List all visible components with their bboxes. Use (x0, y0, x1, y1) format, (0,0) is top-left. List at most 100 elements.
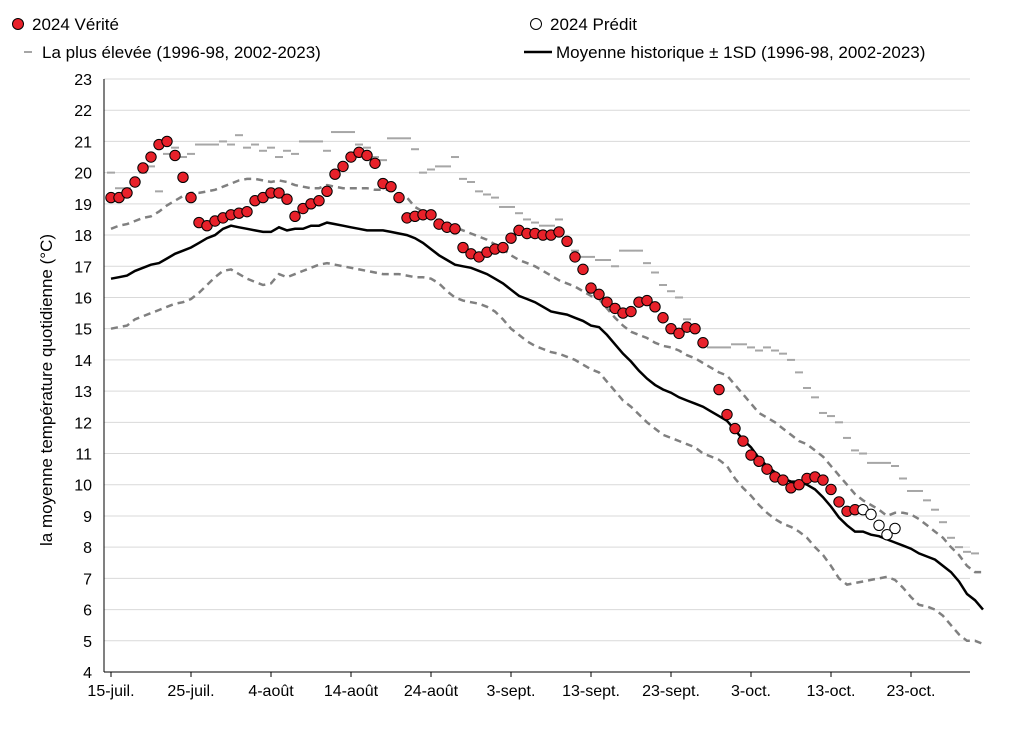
legend-label: 2024 Prédit (550, 15, 637, 34)
x-tick-label: 23-oct. (887, 683, 936, 700)
x-tick-label: 4-août (248, 683, 294, 700)
actual-2024-point (721, 408, 733, 421)
y-tick-label: 21 (74, 134, 92, 151)
x-tick-label: 25-juil. (167, 683, 214, 700)
actual-2024-point (577, 263, 589, 276)
actual-2024-point (329, 168, 341, 180)
legend-predicted-marker (530, 18, 542, 30)
historical-mean-line (110, 221, 984, 611)
actual-2024-point (625, 305, 637, 318)
actual-2024-point (177, 171, 189, 184)
actual-2024-point (289, 210, 301, 223)
actual-2024-point (601, 296, 613, 308)
y-axis-label: la moyenne température quotidienne (°C) (37, 234, 56, 546)
y-tick-label: 11 (75, 447, 92, 464)
actual-2024-point (697, 337, 709, 349)
grid-lines (104, 78, 970, 642)
x-tick-labels: 15-juil. 25-juil. 4-août 14-août 24-août 3-se… (87, 683, 935, 700)
x-tick-label: 13-sept. (562, 683, 620, 700)
actual-2024-point (385, 180, 397, 193)
minus-1sd-line (110, 261, 984, 646)
actual-2024-point (505, 232, 517, 244)
x-tick-label: 15-juil. (87, 683, 134, 700)
legend-actual-marker (12, 18, 24, 30)
y-tick-labels: 4 5 6 7 8 9 10 11 12 13 14 15 16 17 18 19 20 21 22 23 (74, 72, 92, 682)
actual-2024-point (313, 195, 325, 207)
predicted-2024-point (881, 528, 893, 541)
actual-2024-point (657, 312, 669, 324)
actual-2024-point (817, 474, 829, 486)
y-tick-label: 12 (74, 415, 92, 432)
y-tick-label: 17 (74, 259, 92, 276)
actual-2024-point (129, 176, 141, 188)
y-tick-label: 14 (74, 353, 92, 370)
actual-2024-point (121, 187, 133, 199)
actual-2024-point (241, 205, 253, 218)
actual-2024-point (425, 209, 437, 221)
actual-2024-point (449, 223, 461, 235)
actual-2024-point (833, 496, 845, 508)
y-tick-label: 8 (83, 540, 92, 557)
actual-2024-point (553, 226, 565, 238)
x-tick-label: 3-sept. (487, 683, 536, 700)
actual-2024-point (561, 235, 573, 247)
legend-label: La plus élevée (1996-98, 2002-2023) (42, 43, 321, 62)
actual-2024-point (713, 383, 725, 396)
x-tick-label: 14-août (324, 683, 379, 700)
actual-2024-point (641, 294, 653, 307)
plot-area (105, 131, 984, 646)
y-tick-label: 22 (74, 103, 92, 120)
legend: 2024 Vérité 2024 Prédit La plus élevée (19… (12, 15, 925, 62)
y-tick-label: 9 (83, 509, 92, 526)
axes (103, 79, 970, 677)
predicted-2024-point (873, 519, 885, 532)
actual-2024-point (761, 463, 773, 475)
x-tick-label: 23-sept. (642, 683, 700, 700)
predicted-2024-point (865, 508, 877, 521)
actual-2024-point (737, 435, 749, 447)
x-tick-label: 3-oct. (731, 683, 771, 700)
y-tick-label: 7 (83, 571, 92, 588)
y-tick-label: 15 (74, 322, 92, 339)
x-tick-label: 13-oct. (807, 683, 856, 700)
y-tick-label: 19 (74, 197, 92, 214)
actual-2024-point (753, 455, 765, 468)
actual-2024-point (321, 185, 333, 198)
actual-2024-point (337, 160, 349, 173)
actual-2024-point (137, 162, 149, 174)
actual-2024-point (457, 241, 469, 254)
x-tick-label: 24-août (404, 683, 459, 700)
actual-2024-point (185, 191, 197, 204)
actual-2024-point (593, 288, 605, 301)
actual-2024-point (729, 422, 741, 435)
actual-2024-point (169, 149, 181, 162)
actual-2024-point (673, 327, 685, 340)
y-tick-label: 16 (74, 290, 92, 307)
actual-2024-point (585, 282, 597, 294)
actual-2024-point (793, 479, 805, 491)
y-tick-label: 10 (74, 478, 92, 495)
actual-2024-point (497, 241, 509, 254)
y-tick-label: 23 (74, 72, 92, 89)
actual-2024-point (649, 301, 661, 313)
actual-2024-point (777, 474, 789, 486)
legend-label: 2024 Vérité (32, 15, 119, 34)
predicted-2024-point (889, 522, 901, 535)
y-tick-label: 20 (74, 166, 92, 183)
y-tick-label: 5 (83, 634, 92, 651)
actual-2024-point (569, 251, 581, 263)
actual-2024-point (361, 149, 373, 162)
actual-2024-point (161, 135, 173, 148)
actual-2024-point (145, 151, 157, 163)
legend-label: Moyenne historique ± 1SD (1996-98, 2002-… (556, 43, 925, 62)
actual-2024-point (825, 483, 837, 496)
plus-1sd-line (110, 177, 983, 574)
actual-2024-point (745, 449, 757, 461)
actual-2024-point (273, 187, 285, 199)
actual-2024-point (369, 157, 381, 169)
actual-2024-point (393, 191, 405, 204)
actual-2024-point (281, 193, 293, 205)
y-tick-label: 4 (83, 665, 92, 682)
y-tick-label: 18 (74, 228, 92, 245)
